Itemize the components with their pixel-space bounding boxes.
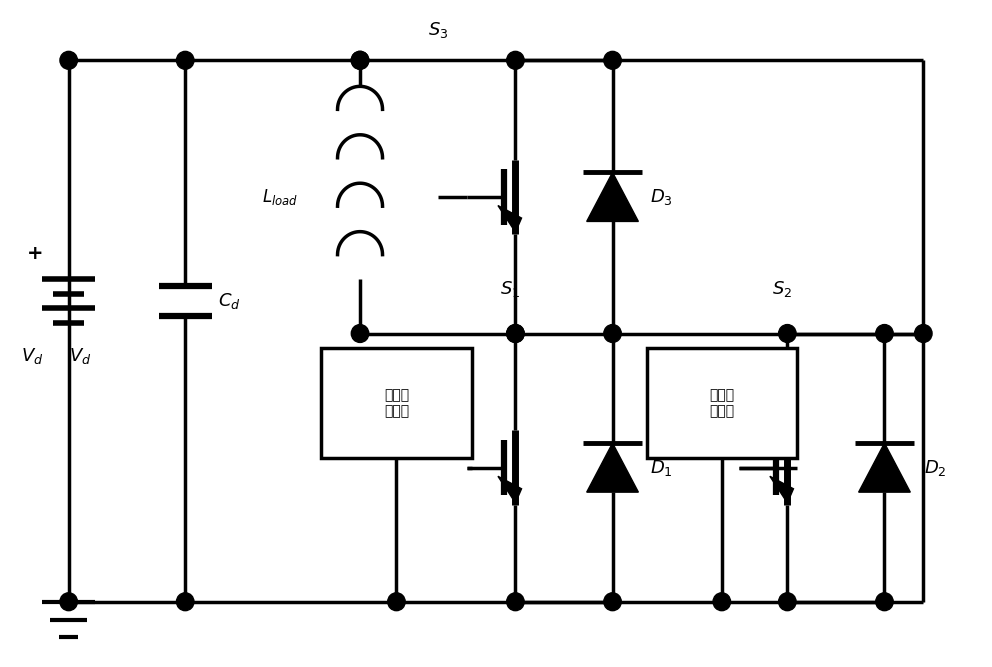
Text: 第二驱
动电路: 第二驱 动电路 xyxy=(709,388,734,418)
Polygon shape xyxy=(498,476,522,503)
Text: $S_1$: $S_1$ xyxy=(500,279,521,299)
Bar xyxy=(647,348,797,458)
Polygon shape xyxy=(859,443,911,492)
Text: +: + xyxy=(27,244,43,263)
Circle shape xyxy=(507,51,524,69)
Polygon shape xyxy=(586,172,639,221)
Text: $S_3$: $S_3$ xyxy=(428,21,448,41)
Text: $D_3$: $D_3$ xyxy=(650,187,673,207)
Circle shape xyxy=(177,51,194,69)
Circle shape xyxy=(713,593,730,611)
Text: $V_d$: $V_d$ xyxy=(21,346,43,366)
Circle shape xyxy=(388,593,405,611)
Circle shape xyxy=(779,593,797,611)
Circle shape xyxy=(876,593,893,611)
Text: $L_{load}$: $L_{load}$ xyxy=(262,187,299,207)
Circle shape xyxy=(60,51,77,69)
Text: $S_2$: $S_2$ xyxy=(773,279,793,299)
Circle shape xyxy=(604,593,621,611)
Text: $D_2$: $D_2$ xyxy=(924,458,946,478)
Circle shape xyxy=(351,51,369,69)
Polygon shape xyxy=(498,205,522,232)
Text: $D_1$: $D_1$ xyxy=(650,458,673,478)
Circle shape xyxy=(507,325,524,342)
Circle shape xyxy=(60,593,77,611)
Circle shape xyxy=(507,593,524,611)
Circle shape xyxy=(876,325,893,342)
Circle shape xyxy=(351,325,369,342)
Text: $V_d$: $V_d$ xyxy=(69,346,91,366)
Text: 第一驱
动电路: 第一驱 动电路 xyxy=(384,388,409,418)
Circle shape xyxy=(915,325,932,342)
Polygon shape xyxy=(770,476,794,503)
Circle shape xyxy=(351,51,369,69)
Circle shape xyxy=(604,325,621,342)
Circle shape xyxy=(177,593,194,611)
Circle shape xyxy=(507,325,524,342)
Text: $C_d$: $C_d$ xyxy=(217,291,240,311)
Circle shape xyxy=(604,51,621,69)
Circle shape xyxy=(779,325,797,342)
Polygon shape xyxy=(586,443,639,492)
Bar xyxy=(321,348,472,458)
